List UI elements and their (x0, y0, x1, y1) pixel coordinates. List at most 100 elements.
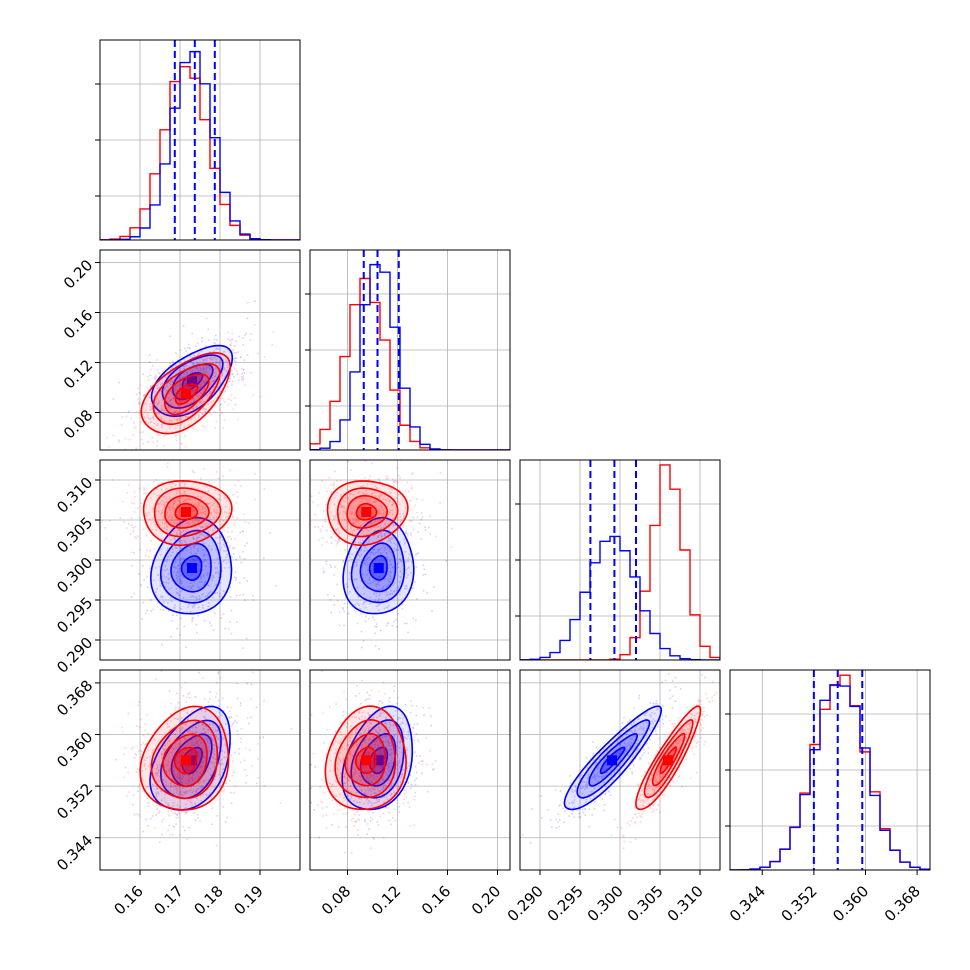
contour-blue (359, 542, 397, 593)
density-peak-blue (187, 755, 197, 766)
density-peak-blue (373, 563, 384, 573)
contour-red (173, 746, 198, 775)
histogram-red (730, 674, 930, 870)
contour-blue (588, 732, 639, 787)
scatter-panel-p2-p4 (310, 670, 510, 870)
histogram-red (100, 65, 300, 240)
scatter-points-red (610, 670, 720, 849)
y-tick-label: 0.290 (53, 634, 96, 677)
x-tick-label: 0.20 (468, 882, 504, 918)
density-peak-red (663, 755, 673, 766)
x-tick-label: 0.360 (829, 882, 872, 925)
scatter-panel-p1-p4 (100, 670, 300, 870)
density-peak-red (361, 755, 372, 766)
density-peak-blue (373, 755, 384, 766)
contour-red (635, 705, 702, 811)
contour-red (651, 732, 686, 787)
contour-red (346, 494, 389, 529)
contour-blue (576, 719, 651, 799)
y-tick-label: 0.295 (53, 594, 96, 637)
x-tick-label: 0.08 (318, 882, 354, 918)
x-tick-label: 0.19 (230, 882, 266, 918)
contour-blue (150, 344, 234, 417)
y-tick-label: 0.368 (53, 677, 96, 720)
y-tick-label: 0.16 (60, 306, 96, 342)
histogram-panel-p1 (100, 40, 300, 240)
contour-blue (181, 372, 204, 392)
contour-blue (161, 354, 224, 409)
contour-red (142, 479, 233, 547)
x-tick-label: 0.16 (418, 882, 454, 918)
density-peak-red (181, 755, 191, 766)
x-tick-label: 0.300 (584, 882, 627, 925)
histogram-red (520, 464, 720, 660)
contour-red (152, 362, 221, 426)
contour-blue (599, 746, 626, 775)
y-tick-label: 0.360 (53, 728, 96, 771)
contour-red (139, 705, 230, 811)
x-tick-label: 0.344 (726, 882, 769, 925)
contour-red (162, 733, 208, 788)
x-tick-label: 0.12 (368, 882, 404, 918)
x-tick-label: 0.17 (150, 882, 186, 918)
histogram-blue (730, 684, 930, 870)
y-tick-label: 0.20 (60, 256, 96, 292)
histogram-panel-p2 (310, 250, 510, 450)
scatter-panel-p3-p4 (520, 670, 720, 870)
contour-red (140, 352, 232, 435)
contour-red (153, 487, 222, 538)
scatter-panel-p2-p3 (310, 460, 510, 660)
x-tick-label: 0.18 (190, 882, 226, 918)
x-tick-label: 0.305 (624, 882, 667, 925)
contour-blue (180, 555, 203, 581)
contour-blue (170, 542, 212, 593)
contour-red (326, 480, 409, 547)
panel-frame (99, 669, 301, 871)
scatter-panel-p1-p2 (100, 250, 300, 450)
x-tick-label: 0.295 (544, 882, 587, 925)
density-peak-blue (607, 755, 617, 766)
y-tick-label: 0.08 (60, 406, 96, 442)
histogram-blue (100, 50, 300, 240)
contour-red (174, 383, 199, 405)
contour-blue (181, 746, 204, 775)
panel-frame (309, 669, 511, 871)
y-tick-label: 0.300 (53, 554, 96, 597)
contour-red (164, 494, 210, 529)
contour-red (324, 705, 407, 811)
y-tick-label: 0.305 (53, 514, 96, 557)
density-peak-blue (187, 376, 197, 387)
x-tick-label: 0.16 (110, 882, 146, 918)
histogram-panel-p4 (730, 670, 930, 870)
contour-red (334, 718, 397, 799)
x-tick-label: 0.352 (778, 882, 821, 925)
y-tick-label: 0.12 (60, 356, 96, 392)
contour-blue (149, 516, 233, 615)
x-tick-label: 0.290 (504, 882, 547, 925)
contour-red (659, 746, 678, 775)
contour-blue (368, 555, 388, 581)
density-peak-red (181, 388, 191, 399)
histogram-panel-p3 (520, 460, 720, 660)
density-peak-red (181, 507, 191, 517)
scatter-panel-p1-p3 (100, 460, 300, 660)
y-tick-label: 0.352 (53, 780, 96, 823)
x-tick-label: 0.368 (881, 882, 924, 925)
density-peak-blue (187, 563, 197, 573)
contour-blue (342, 516, 415, 615)
contour-blue (170, 733, 213, 788)
contour-red (355, 746, 377, 775)
contour-red (355, 502, 378, 521)
contour-red (174, 502, 199, 521)
contour-red (336, 487, 399, 538)
contour-blue (350, 719, 405, 799)
contour-blue (350, 529, 406, 604)
panel-frame (309, 459, 511, 661)
histogram-blue (520, 535, 720, 660)
x-tick-label: 0.310 (664, 882, 707, 925)
contour-red (163, 373, 210, 416)
density-peak-red (361, 507, 372, 517)
contour-red (150, 719, 219, 800)
y-tick-label: 0.310 (53, 474, 96, 517)
